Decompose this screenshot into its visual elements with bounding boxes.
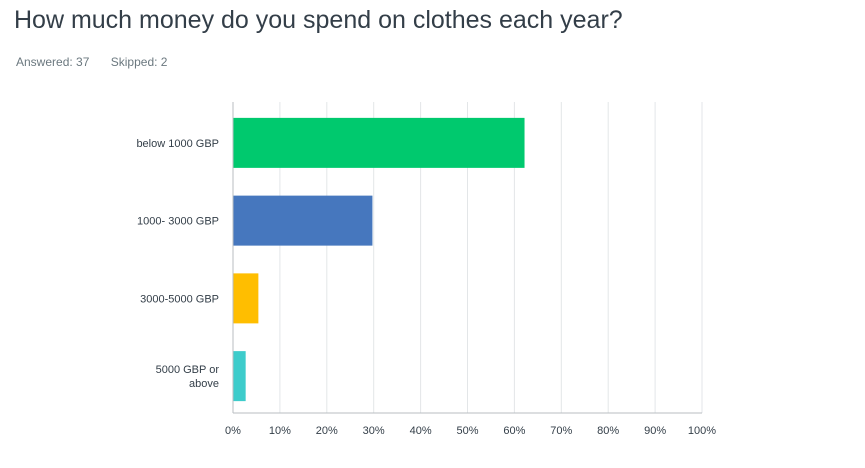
- x-tick-label: 10%: [269, 425, 291, 437]
- x-tick-label: 50%: [456, 425, 478, 437]
- bar: [233, 117, 525, 168]
- x-tick-label: 100%: [688, 425, 716, 437]
- response-stats: Answered: 37 Skipped: 2: [16, 55, 185, 69]
- x-tick-label: 0%: [225, 425, 241, 437]
- category-label: above: [189, 378, 219, 390]
- x-tick-label: 30%: [363, 425, 385, 437]
- bar: [233, 195, 373, 246]
- skipped-stat: Skipped: 2: [111, 55, 168, 69]
- chart-title: How much money do you spend on clothes e…: [14, 6, 623, 34]
- x-tick-label: 60%: [503, 425, 525, 437]
- answered-stat: Answered: 37: [16, 55, 89, 69]
- answered-count: 37: [76, 55, 90, 69]
- x-tick-label: 70%: [550, 425, 572, 437]
- category-label: 3000-5000 GBP: [140, 293, 219, 305]
- bar: [233, 273, 259, 324]
- answered-label: Answered:: [16, 55, 73, 69]
- category-label: 5000 GBP or: [156, 364, 220, 376]
- skipped-label: Skipped:: [110, 55, 158, 69]
- x-tick-label: 40%: [410, 425, 432, 437]
- x-tick-label: 80%: [597, 425, 619, 437]
- skipped-count: 2: [160, 55, 168, 69]
- category-label: 1000- 3000 GBP: [137, 216, 219, 228]
- x-tick-label: 90%: [644, 425, 666, 437]
- category-label: below 1000 GBP: [136, 138, 219, 150]
- x-tick-label: 20%: [316, 425, 338, 437]
- bar: [233, 351, 246, 402]
